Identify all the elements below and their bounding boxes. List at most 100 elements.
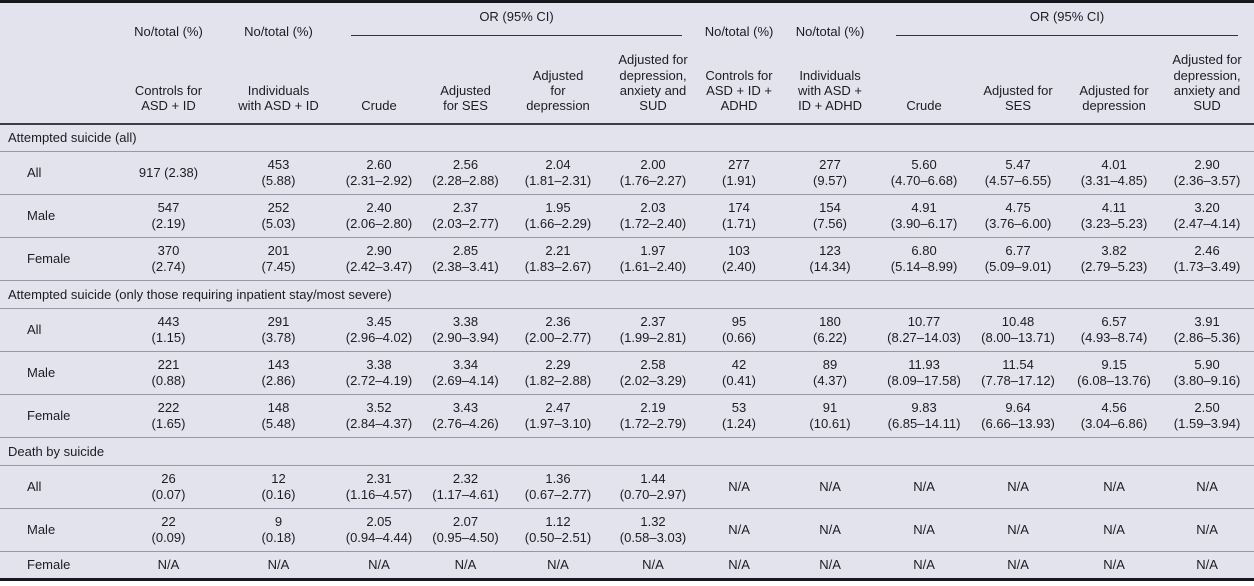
data-cell: 2.56 (2.28–2.88) xyxy=(432,157,499,188)
data-cell: N/A xyxy=(547,557,569,573)
data-cell: 4.91 (3.90–6.17) xyxy=(890,200,958,231)
data-cell: 1.12 (0.50–2.51) xyxy=(524,514,592,545)
data-cell: 2.37 (1.99–2.81) xyxy=(619,314,687,345)
table-row: All 26 (0.07) 12 (0.16) 2.31 (1.16–4.57) 2.3… xyxy=(0,465,1254,509)
data-cell: 2.19 (1.72–2.79) xyxy=(619,400,687,431)
data-cell: 2.07 (0.95–4.50) xyxy=(432,514,499,545)
data-cell: N/A xyxy=(267,557,290,573)
data-cell: N/A xyxy=(913,522,935,538)
table-row: Female N/A N/A N/A N/A N/A N/A N/A N/A N/A N/A N/A N… xyxy=(0,551,1254,580)
data-cell: 221 (0.88) xyxy=(151,357,186,388)
table-row: Female 222 (1.65) 148 (5.48) 3.52 (2.84–4.3… xyxy=(0,394,1254,438)
data-cell: N/A xyxy=(157,557,180,573)
data-cell: 917 (2.38) xyxy=(138,165,199,181)
col-header-adjusted-dep-anx-sud-2: Adjusted for depression, anxiety and SUD xyxy=(1160,49,1254,125)
data-cell: 42 (0.41) xyxy=(722,357,757,388)
group-header-or-ci-label: OR (95% CI) xyxy=(351,9,683,36)
data-cell: 9.64 (6.66–13.93) xyxy=(981,400,1055,431)
data-cell: 2.05 (0.94–4.44) xyxy=(345,514,413,545)
data-cell: N/A xyxy=(819,479,841,495)
data-cell: 2.46 (1.73–3.49) xyxy=(1173,243,1241,274)
data-cell: 2.00 (1.76–2.27) xyxy=(619,157,687,188)
data-cell: N/A xyxy=(728,479,750,495)
data-cell: 154 (7.56) xyxy=(813,200,848,231)
data-cell: 2.58 (2.02–3.29) xyxy=(619,357,687,388)
col-header-adjusted-ses-2: Adjusted for SES xyxy=(968,49,1069,125)
table-row: All 917 (2.38) 453 (5.88) 2.60 (2.31–2.92) 2… xyxy=(0,151,1254,195)
corner-cell xyxy=(0,2,115,50)
data-cell: 3.20 (2.47–4.14) xyxy=(1173,200,1241,231)
row-label: All xyxy=(27,165,42,181)
data-cell: N/A xyxy=(728,557,750,573)
table-row: All 443 (1.15) 291 (3.78) 3.45 (2.96–4.02) 3… xyxy=(0,308,1254,352)
data-cell: 370 (2.74) xyxy=(151,243,186,274)
data-cell: 22 (0.09) xyxy=(151,514,186,545)
data-cell: 3.91 (2.86–5.36) xyxy=(1173,314,1241,345)
corner-cell xyxy=(0,49,115,125)
data-cell: 9.15 (6.08–13.76) xyxy=(1077,357,1151,388)
row-label: All xyxy=(27,322,42,338)
data-cell: N/A xyxy=(1103,522,1125,538)
data-cell: 3.38 (2.72–4.19) xyxy=(345,357,413,388)
data-cell: 95 (0.66) xyxy=(722,314,757,345)
data-cell: 4.75 (3.76–6.00) xyxy=(984,200,1052,231)
group-header-or-ci: OR (95% CI) xyxy=(880,2,1254,50)
col-header-individuals-asd-id: Individuals with ASD + ID xyxy=(222,49,335,125)
data-cell: 3.52 (2.84–4.37) xyxy=(345,400,413,431)
data-cell: 123 (14.34) xyxy=(809,243,851,274)
data-cell: 2.90 (2.36–3.57) xyxy=(1173,157,1241,188)
data-cell: N/A xyxy=(642,557,664,573)
section-row: Death by suicide xyxy=(0,437,1254,466)
section-title: Attempted suicide (all) xyxy=(8,130,137,146)
data-cell: 252 (5.03) xyxy=(261,200,296,231)
data-cell: N/A xyxy=(1007,557,1029,573)
data-cell: 174 (1.71) xyxy=(722,200,757,231)
col-header-crude: Crude xyxy=(335,49,423,125)
col-header-adjusted-ses: Adjusted for SES xyxy=(423,49,508,125)
col-header-adjusted-depression-2: Adjusted for depression xyxy=(1068,49,1161,125)
data-cell: 2.36 (2.00–2.77) xyxy=(524,314,592,345)
data-cell: 2.40 (2.06–2.80) xyxy=(345,200,413,231)
data-cell: 2.29 (1.82–2.88) xyxy=(524,357,592,388)
data-cell: N/A xyxy=(819,557,841,573)
data-cell: N/A xyxy=(819,522,841,538)
data-cell: 11.54 (7.78–17.12) xyxy=(981,357,1055,388)
group-header-no-total: No/total (%) xyxy=(134,23,203,39)
data-cell: 2.47 (1.97–3.10) xyxy=(524,400,592,431)
data-cell: 443 (1.15) xyxy=(151,314,186,345)
data-cell: N/A xyxy=(368,557,390,573)
data-cell: 10.48 (8.00–13.71) xyxy=(981,314,1055,345)
data-cell: 148 (5.48) xyxy=(261,400,296,431)
data-cell: N/A xyxy=(1007,522,1029,538)
table-body: Attempted suicide (all) All 917 (2.38) 453 … xyxy=(0,123,1254,580)
data-cell: 277 (1.91) xyxy=(722,157,757,188)
group-header-no-total: No/total (%) xyxy=(795,23,865,39)
data-cell: 9.83 (6.85–14.11) xyxy=(887,400,961,431)
data-cell: 2.21 (1.83–2.67) xyxy=(524,243,592,274)
data-cell: 201 (7.45) xyxy=(261,243,296,274)
data-cell: 3.38 (2.90–3.94) xyxy=(432,314,499,345)
data-cell: 143 (2.86) xyxy=(261,357,296,388)
data-cell: 2.31 (1.16–4.57) xyxy=(345,471,413,502)
data-cell: 11.93 (8.09–17.58) xyxy=(887,357,961,388)
data-cell: 277 (9.57) xyxy=(813,157,848,188)
data-cell: N/A xyxy=(454,557,477,573)
data-cell: 453 (5.88) xyxy=(261,157,296,188)
data-cell: 1.97 (1.61–2.40) xyxy=(619,243,687,274)
header-group-row: No/total (%) No/total (%) OR (95% CI) No… xyxy=(0,2,1254,50)
col-header-crude-2: Crude xyxy=(880,49,969,125)
data-cell: 1.36 (0.67–2.77) xyxy=(524,471,592,502)
data-cell: 12 (0.16) xyxy=(261,471,296,502)
data-cell: 26 (0.07) xyxy=(151,471,186,502)
data-cell: 2.04 (1.81–2.31) xyxy=(524,157,592,188)
data-cell: 53 (1.24) xyxy=(722,400,757,431)
data-cell: 547 (2.19) xyxy=(151,200,186,231)
section-title: Attempted suicide (only those requiring … xyxy=(8,287,392,302)
row-label: Female xyxy=(27,251,71,267)
data-cell: 5.47 (4.57–6.55) xyxy=(984,157,1052,188)
data-cell: 5.90 (3.80–9.16) xyxy=(1173,357,1241,388)
data-cell: N/A xyxy=(1007,479,1029,495)
data-cell: N/A xyxy=(728,522,750,538)
data-cell: 6.80 (5.14–8.99) xyxy=(890,243,958,274)
col-header-individuals-asd-id-adhd: Individuals with ASD + ID + ADHD xyxy=(780,49,881,125)
